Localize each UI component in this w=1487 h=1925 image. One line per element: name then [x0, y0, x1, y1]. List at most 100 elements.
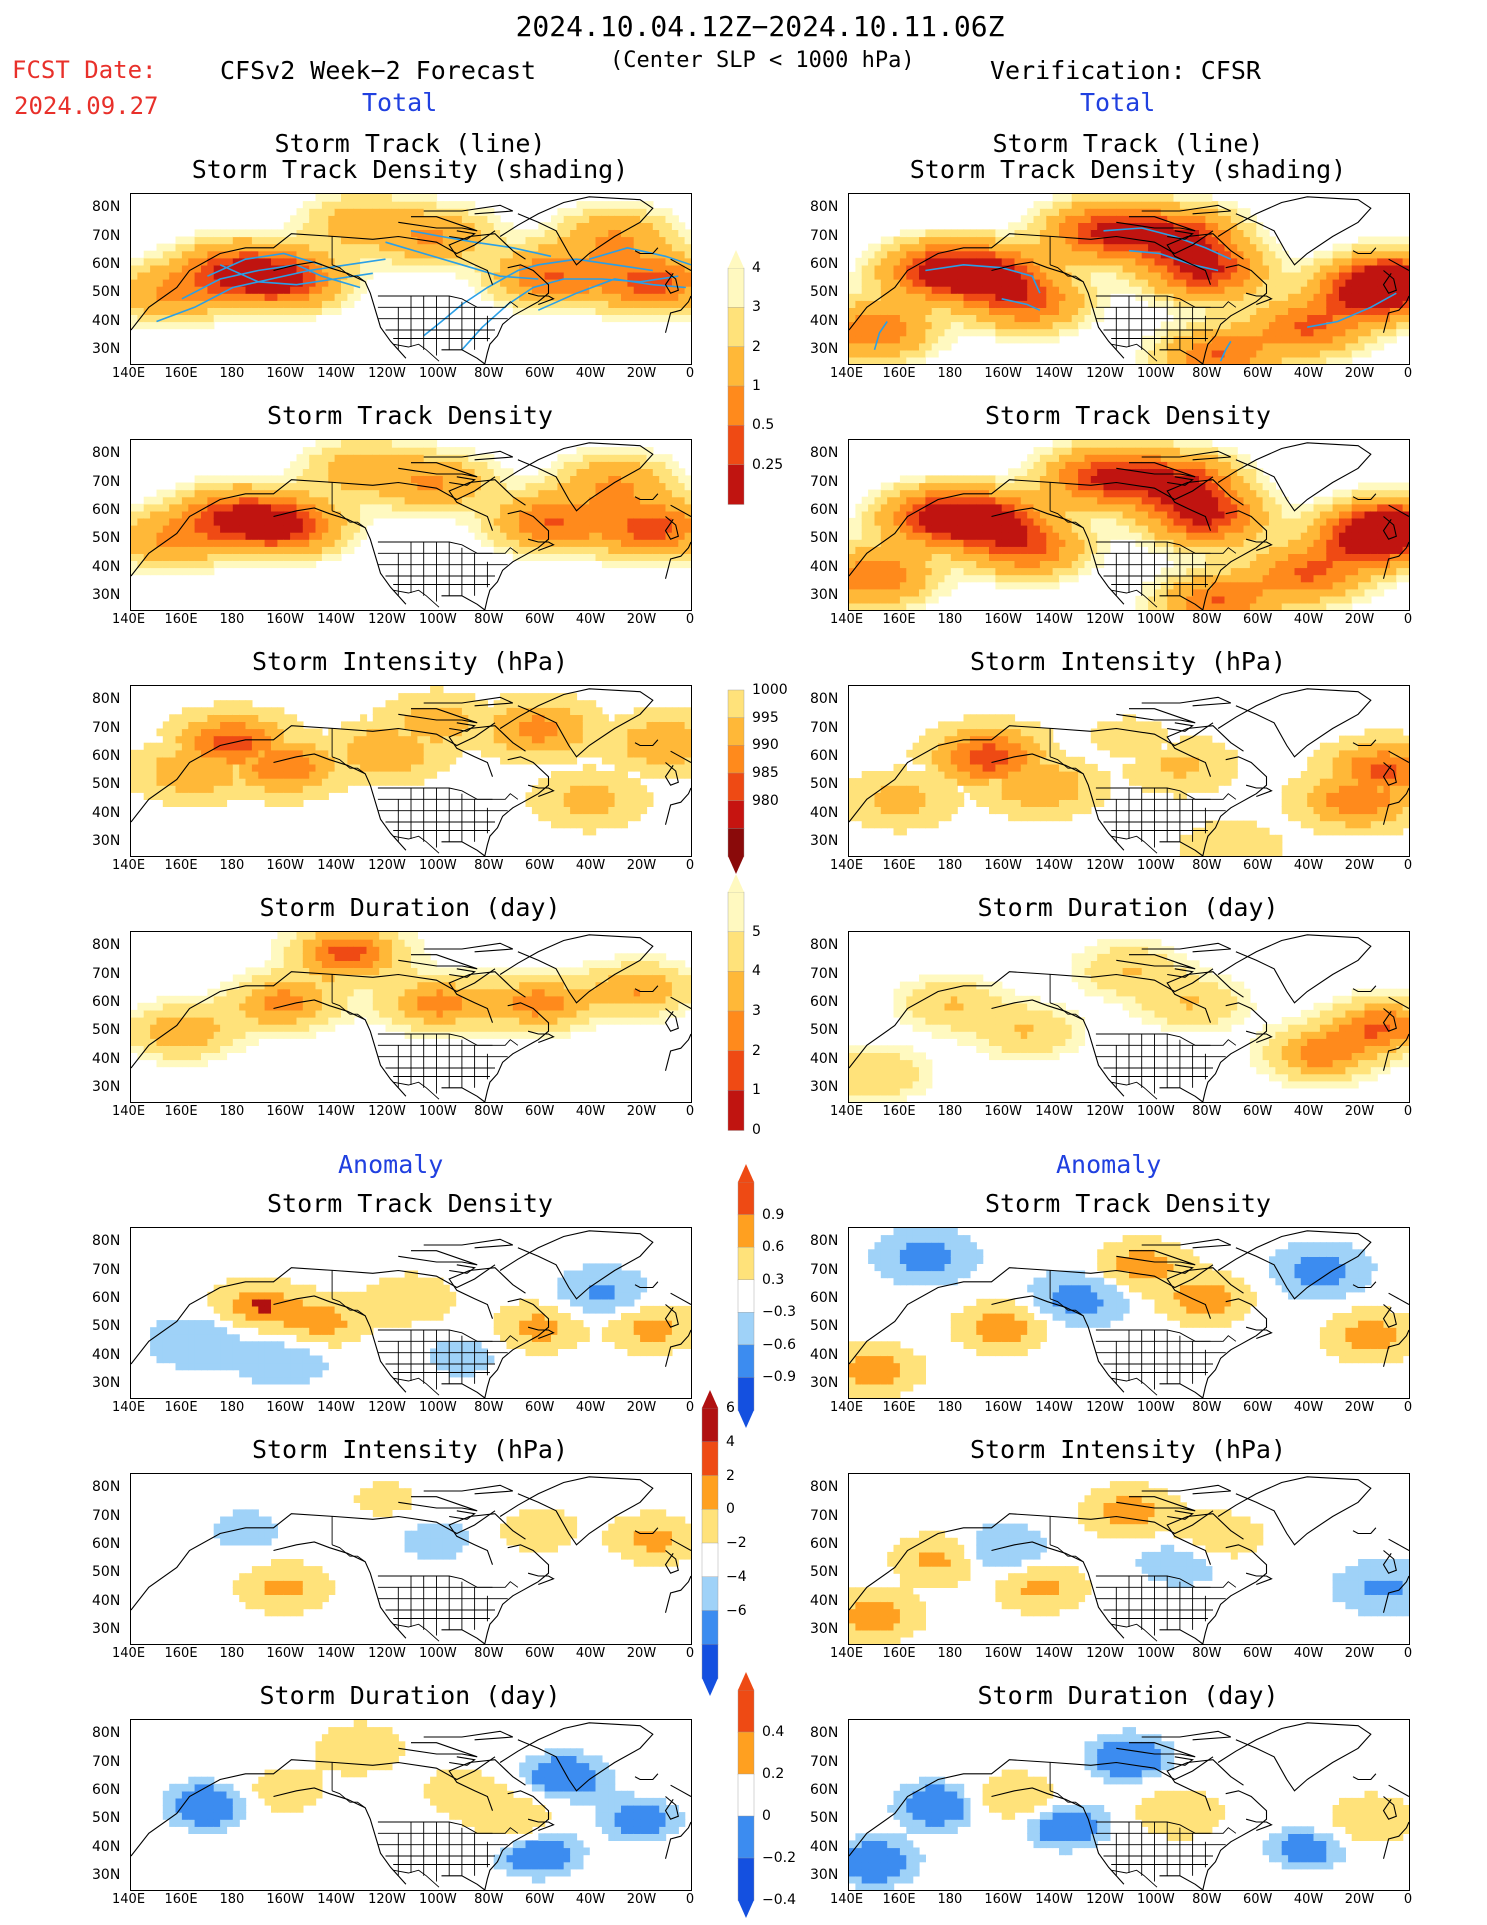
grid-cell	[245, 314, 253, 323]
grid-cell	[264, 314, 272, 323]
grid-cell	[608, 503, 616, 512]
grid-cell	[131, 560, 138, 569]
grid-cell	[143, 546, 151, 554]
grid-cell	[1103, 510, 1111, 519]
grid-cell	[1084, 496, 1092, 505]
grid-cell	[925, 553, 933, 561]
grid-cell	[1148, 475, 1156, 484]
grid-cell	[906, 236, 914, 245]
grid-cell	[372, 468, 380, 476]
grid-cell	[1339, 300, 1346, 308]
grid-cell	[563, 208, 571, 216]
grid-cell	[309, 271, 317, 280]
grid-cell	[347, 243, 355, 252]
grid-cell	[855, 342, 863, 351]
grid-cell	[1173, 328, 1181, 337]
grid-cell	[1358, 271, 1366, 280]
grid-cell	[1090, 264, 1098, 273]
grid-cell	[442, 201, 450, 209]
grid-cell	[150, 257, 158, 266]
grid-cell	[468, 201, 476, 209]
grid-cell	[976, 279, 984, 287]
grid-cell	[366, 236, 374, 245]
grid-cell	[551, 271, 558, 280]
grid-cell	[1097, 222, 1105, 230]
grid-cell	[589, 496, 597, 505]
grid-cell	[360, 201, 368, 209]
grid-cell	[551, 496, 558, 505]
grid-cell	[621, 447, 628, 455]
grid-cell	[925, 229, 933, 238]
grid-cell	[194, 489, 202, 498]
grid-cell	[188, 236, 196, 245]
grid-cell	[659, 243, 667, 252]
grid-cell	[1109, 489, 1117, 498]
grid-cell	[1039, 525, 1047, 533]
grid-cell	[1351, 286, 1359, 294]
grid-cell	[1071, 489, 1079, 498]
grid-cell	[1179, 349, 1187, 358]
grid-cell	[277, 489, 285, 498]
grid-cell	[296, 517, 304, 526]
grid-cell	[1008, 279, 1016, 287]
grid-cell	[404, 489, 412, 498]
grid-cell	[169, 243, 177, 252]
grid-cell	[1027, 300, 1035, 308]
grid-cell	[678, 222, 686, 230]
grid-cell	[887, 482, 895, 491]
grid-cell	[1065, 321, 1073, 330]
grid-cell	[181, 532, 189, 540]
grid-cell	[931, 271, 939, 280]
grid-cell	[633, 454, 641, 462]
grid-cell	[1154, 581, 1162, 590]
grid-cell	[181, 314, 189, 323]
grid-cell	[430, 447, 438, 455]
grid-cell	[150, 496, 158, 505]
grid-cell	[169, 525, 177, 533]
grid-cell	[1345, 243, 1353, 252]
grid-cell	[665, 243, 673, 252]
grid-cell	[436, 201, 444, 209]
grid-cell	[1339, 342, 1346, 351]
grid-cell	[461, 208, 469, 216]
grid-cell	[264, 496, 272, 505]
grid-cell	[551, 307, 558, 315]
grid-cell	[1192, 335, 1200, 344]
grid-cell	[1129, 194, 1136, 202]
grid-cell	[385, 461, 393, 469]
grid-cell	[1078, 517, 1086, 526]
grid-cell	[201, 250, 208, 259]
grid-cell	[1205, 208, 1213, 216]
grid-cell	[912, 574, 920, 583]
grid-cell	[1205, 300, 1213, 308]
grid-cell	[481, 250, 488, 259]
grid-cell	[1103, 532, 1111, 540]
grid-cell	[1135, 496, 1143, 505]
grid-cell	[957, 307, 965, 315]
grid-cell	[264, 503, 272, 512]
grid-cell	[131, 307, 138, 315]
grid-cell	[1364, 307, 1372, 315]
grid-cell	[404, 461, 412, 469]
state-border	[393, 589, 440, 608]
grid-cell	[436, 222, 444, 230]
grid-cell	[589, 489, 597, 498]
grid-cell	[671, 236, 679, 245]
storm-track-line	[1307, 292, 1397, 328]
grid-cell	[1020, 279, 1028, 287]
grid-cell	[188, 257, 196, 266]
grid-cell	[1090, 307, 1098, 315]
grid-cell	[976, 321, 984, 330]
grid-cell	[963, 300, 971, 308]
grid-cell	[455, 468, 463, 476]
grid-cell	[455, 215, 463, 223]
grid-cell	[931, 300, 939, 308]
grid-cell	[1211, 349, 1219, 358]
grid-cell	[601, 314, 609, 323]
grid-cell	[659, 271, 667, 280]
grid-cell	[1141, 342, 1149, 351]
grid-cell	[1256, 286, 1264, 294]
grid-cell	[1001, 574, 1009, 583]
grid-cell	[627, 553, 635, 561]
grid-cell	[919, 553, 926, 561]
